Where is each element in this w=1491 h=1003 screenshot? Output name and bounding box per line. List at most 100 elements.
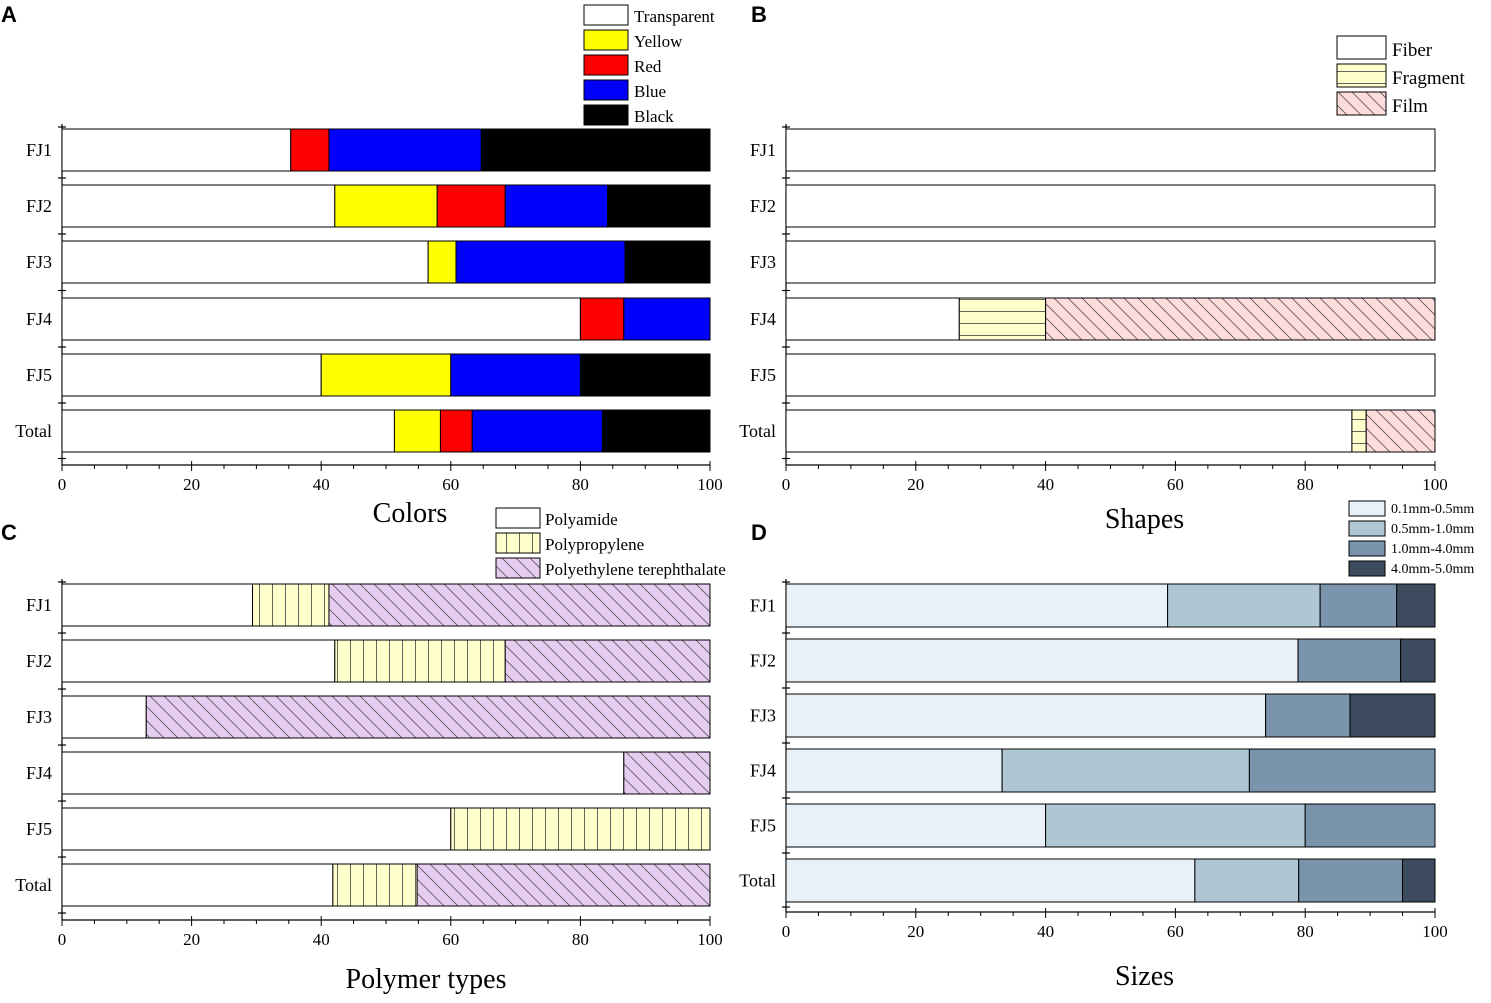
- legend-swatch: [1336, 35, 1387, 60]
- bar-segment-fj1-0-1mm-0-5mm: [785, 583, 1169, 628]
- bar-segment-fj5-0-5mm-1-0mm: [1045, 803, 1306, 848]
- bar-segment-fj1-polypropylene: [252, 583, 330, 627]
- bar-segment-fj3-0-1mm-0-5mm: [785, 693, 1267, 738]
- panel-letter: B: [751, 2, 767, 27]
- category-label: FJ5: [26, 819, 52, 839]
- bar-segment-fj1-fiber: [785, 128, 1436, 172]
- chart-panel-d: D FJ1 FJ2 FJ3 FJ4 FJ5 Total 0 20 40 60 80 100 Sizes 0.…: [739, 500, 1474, 992]
- bar-segment-fj5-blue: [450, 353, 581, 397]
- legend-swatch: [583, 79, 629, 101]
- legend-swatch: [1348, 560, 1386, 577]
- category-label: FJ3: [26, 252, 52, 272]
- category-label: FJ5: [26, 365, 52, 385]
- x-tick-label: 40: [313, 475, 330, 494]
- bar-segment-fj4-blue: [623, 297, 711, 341]
- category-label: FJ1: [750, 140, 776, 160]
- bar-segment-fj1-polyamide: [61, 583, 254, 627]
- bar-segment-fj4-fiber: [785, 297, 960, 341]
- bar-segment-fj3-blue: [455, 240, 626, 284]
- category-label: Total: [15, 421, 52, 441]
- legend-swatch: [583, 104, 629, 126]
- bar-segment-fj3-transparent: [61, 240, 429, 284]
- bar-segment-total-0-1mm-0-5mm: [785, 858, 1196, 903]
- legend-label: Transparent: [634, 7, 715, 26]
- legend: Transparent Yellow Red Blue Black: [583, 4, 715, 126]
- category-label: FJ1: [26, 595, 52, 615]
- legend-label: Yellow: [634, 32, 683, 51]
- legend-swatch: [495, 557, 541, 579]
- bar-segment-fj2-polyethylene-terephthalate: [504, 639, 711, 683]
- bar-segment-total-film: [1365, 409, 1436, 453]
- category-label: FJ3: [750, 706, 776, 726]
- bar-segment-fj1-transparent: [61, 128, 292, 172]
- x-tick-label: 20: [907, 922, 924, 941]
- legend-label: Blue: [634, 82, 666, 101]
- x-tick-label: 60: [1167, 922, 1184, 941]
- panel-letter: A: [1, 2, 17, 27]
- category-label: FJ3: [750, 252, 776, 272]
- x-tick-label: 40: [1037, 475, 1054, 494]
- bar-segment-fj4-polyethylene-terephthalate: [623, 751, 711, 795]
- legend-label: Red: [634, 57, 662, 76]
- legend-swatch: [1348, 500, 1386, 517]
- category-label: Total: [15, 875, 52, 895]
- category-label: FJ2: [26, 196, 52, 216]
- bar-segment-fj4-0-1mm-0-5mm: [785, 748, 1003, 793]
- legend: Fiber Fragment Film: [1336, 35, 1466, 117]
- bar-segment-total-polyethylene-terephthalate: [416, 863, 711, 907]
- x-tick-label: 0: [58, 475, 67, 494]
- x-axis-title: Polymer types: [346, 964, 507, 995]
- bar-segment-fj4-transparent: [61, 297, 581, 341]
- panel-letter: C: [1, 520, 17, 545]
- bar-segment-fj5-0-1mm-0-5mm: [785, 803, 1047, 848]
- legend-swatch: [583, 4, 629, 26]
- bar-segment-fj1-4-0mm-5-0mm: [1396, 583, 1436, 628]
- panel-letter: D: [751, 520, 767, 545]
- category-label: FJ2: [26, 651, 52, 671]
- bar-segment-fj1-1-0mm-4-0mm: [1319, 583, 1398, 628]
- bar-segment-fj4-0-5mm-1-0mm: [1001, 748, 1250, 793]
- category-label: FJ4: [26, 763, 52, 783]
- bar-segment-fj3-fiber: [785, 240, 1436, 284]
- bar-segment-fj4-red: [579, 297, 625, 341]
- legend-label: Film: [1392, 96, 1428, 117]
- x-tick-label: 20: [907, 475, 924, 494]
- legend-swatch: [1348, 520, 1386, 537]
- x-tick-label: 60: [442, 475, 459, 494]
- bar-segment-fj5-polyamide: [61, 807, 452, 851]
- legend-label: Black: [634, 107, 674, 126]
- x-tick-label: 0: [58, 930, 67, 949]
- legend-label: 4.0mm-5.0mm: [1391, 562, 1474, 577]
- bar-segment-total-fragment: [1351, 409, 1367, 453]
- bar-segment-fj5-polypropylene: [450, 807, 711, 851]
- bar-segment-fj1-polyethylene-terephthalate: [328, 583, 711, 627]
- bar-segment-fj1-black: [480, 128, 711, 172]
- bar-segment-fj4-1-0mm-4-0mm: [1248, 748, 1436, 793]
- bar-segment-total-0-5mm-1-0mm: [1194, 858, 1300, 903]
- bar-segment-fj2-polyamide: [61, 639, 336, 683]
- legend-label: 0.1mm-0.5mm: [1391, 502, 1474, 517]
- bar-segment-fj2-fiber: [785, 184, 1436, 228]
- x-tick-label: 100: [697, 475, 723, 494]
- x-tick-label: 80: [572, 930, 589, 949]
- bar-segment-fj3-1-0mm-4-0mm: [1265, 693, 1351, 738]
- bar-segment-fj5-yellow: [320, 353, 452, 397]
- bar-segment-fj5-fiber: [785, 353, 1436, 397]
- chart-panel-a: A FJ1 FJ2 FJ3 FJ4 FJ5 Total 0 20 40 60 80 100 Colors T…: [1, 2, 723, 529]
- bar-segment-fj3-black: [624, 240, 711, 284]
- bar-segment-total-polyamide: [61, 863, 334, 907]
- legend: Polyamide Polypropylene Polyethylene terep…: [495, 507, 726, 579]
- legend-label: Polyamide: [545, 510, 618, 529]
- category-label: FJ2: [750, 651, 776, 671]
- category-label: FJ1: [750, 596, 776, 616]
- bar-segment-fj2-red: [436, 184, 506, 228]
- category-label: FJ5: [750, 365, 776, 385]
- x-tick-label: 100: [1422, 475, 1448, 494]
- bar-segment-total-yellow: [393, 409, 441, 453]
- x-tick-label: 80: [1297, 475, 1314, 494]
- legend-swatch: [495, 532, 541, 554]
- legend-swatch: [1336, 91, 1387, 116]
- category-label: Total: [739, 871, 776, 891]
- bar-segment-fj5-black: [579, 353, 711, 397]
- bar-segment-fj2-transparent: [61, 184, 336, 228]
